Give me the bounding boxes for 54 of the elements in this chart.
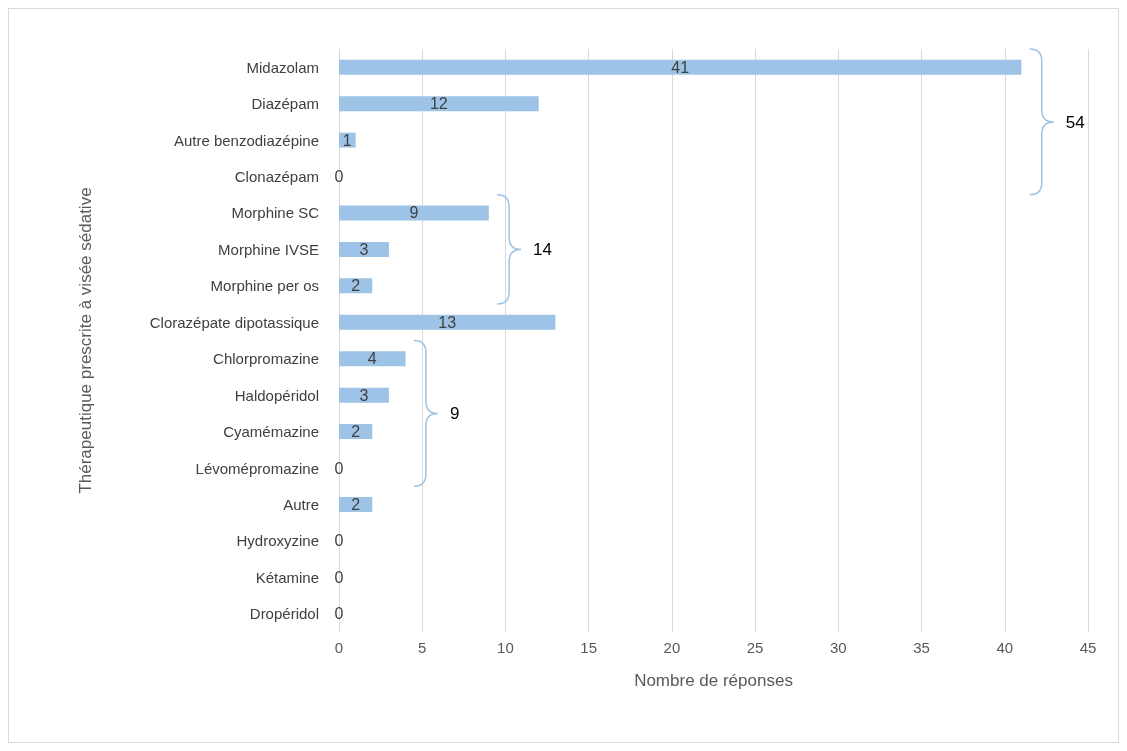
data-label: 41 — [671, 58, 690, 76]
bar — [339, 351, 406, 367]
annotation: 9 — [449, 404, 460, 424]
bar — [339, 205, 489, 221]
data-label: 3 — [359, 240, 369, 258]
bar — [339, 96, 539, 112]
y-tick-label: Clorazépate dipotassique — [149, 313, 319, 331]
data-label: 2 — [351, 495, 361, 513]
x-tick-label: 5 — [418, 639, 427, 656]
y-axis-title: Thérapeutique prescrite à visée sédative — [76, 187, 95, 494]
y-tick-label: Diazépam — [251, 95, 319, 113]
data-label: 0 — [334, 532, 344, 550]
bar — [339, 241, 389, 257]
data-label: 13 — [438, 313, 457, 331]
x-tick-label: 30 — [829, 639, 847, 656]
y-tick-label: Dropéridol — [249, 605, 319, 623]
data-label: 0 — [334, 605, 344, 623]
data-label: 3 — [359, 386, 369, 404]
x-tick-label: 25 — [746, 639, 764, 656]
x-tick-label: 0 — [334, 639, 344, 656]
data-label: 0 — [334, 568, 344, 586]
bar — [339, 59, 1022, 75]
y-tick-label: Chlorpromazine — [213, 350, 319, 368]
y-tick-label: Morphine per os — [210, 277, 319, 295]
bar — [339, 387, 389, 403]
y-tick-label: Midazolam — [246, 58, 319, 76]
y-tick-label: Haldopéridol — [234, 386, 319, 404]
y-tick-label: Autre — [283, 495, 319, 513]
data-label: 1 — [342, 131, 352, 149]
bar — [339, 314, 556, 330]
data-label: 0 — [334, 459, 344, 477]
data-label: 0 — [334, 168, 344, 186]
x-tick-label: 45 — [1079, 639, 1097, 656]
y-tick-label: Cyamémazine — [223, 423, 319, 441]
x-tick-label: 35 — [913, 639, 930, 656]
data-label: 2 — [351, 277, 361, 295]
y-tick-label: Clonazépam — [234, 168, 319, 186]
x-tick-label: 40 — [996, 639, 1014, 656]
x-tick-label: 20 — [663, 639, 681, 656]
x-tick-label: 15 — [580, 639, 598, 656]
x-axis-title: Nombre de réponses — [634, 671, 793, 690]
data-label: 2 — [351, 423, 361, 441]
y-tick-label: Morphine SC — [231, 204, 320, 222]
x-tick-label: 10 — [497, 639, 514, 656]
y-tick-label: Morphine IVSE — [218, 240, 319, 258]
data-label: 9 — [409, 204, 419, 222]
y-tick-label: Lévomépromazine — [195, 459, 319, 477]
data-label: 4 — [367, 350, 377, 368]
data-label: 12 — [429, 95, 448, 113]
y-tick-label: Hydroxyzine — [236, 532, 319, 550]
y-tick-label: Kétamine — [255, 568, 319, 586]
y-tick-label: Autre benzodiazépine — [173, 131, 319, 149]
annotation: 54 — [1065, 112, 1085, 132]
annotation: 14 — [533, 240, 553, 260]
